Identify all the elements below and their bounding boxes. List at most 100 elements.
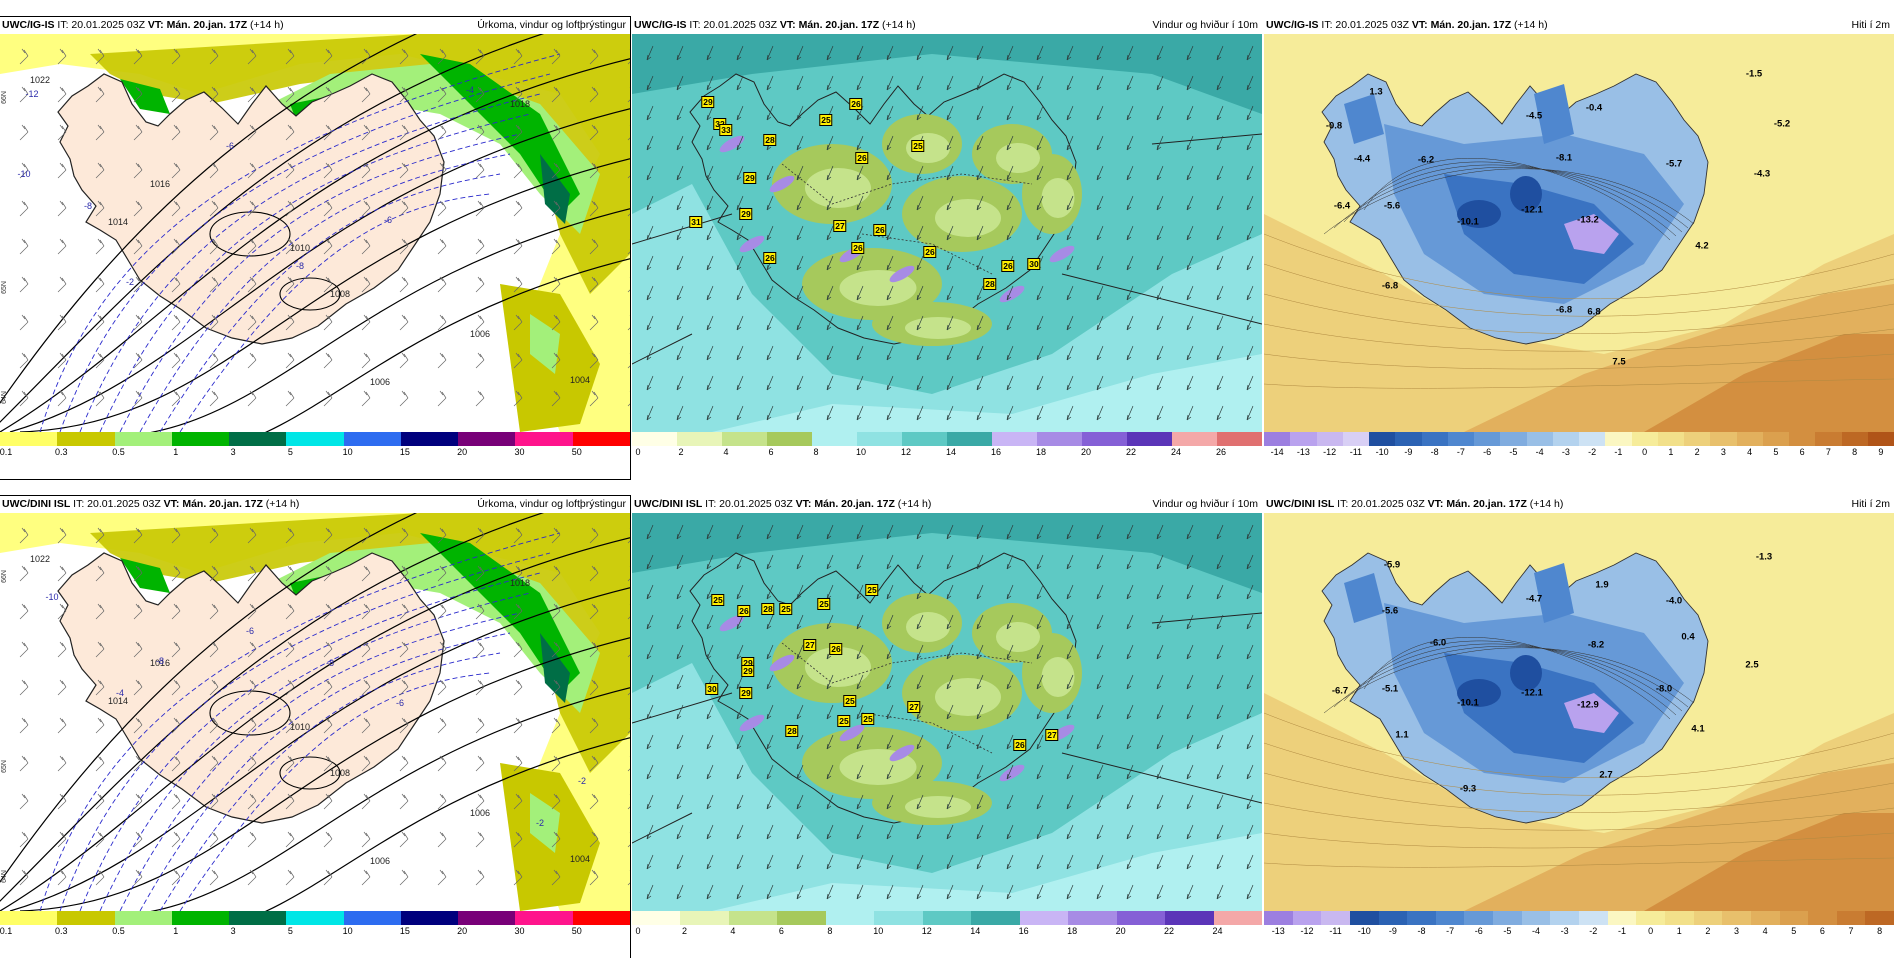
isobar-label: 1022 — [29, 554, 51, 564]
legend-swatch — [922, 911, 972, 925]
temperature-label: -8.1 — [1555, 152, 1573, 164]
temperature-label: 0.4 — [1681, 631, 1695, 643]
legend-swatch — [1213, 911, 1263, 925]
valid-time-label: VT: — [163, 498, 180, 510]
gust-label: 26 — [849, 98, 863, 110]
legend-tick-label: -12 — [1323, 447, 1337, 457]
legend-swatch — [874, 911, 923, 925]
gust-label: 26 — [851, 242, 865, 254]
legend-swatch — [1493, 911, 1522, 925]
gust-label: 30 — [705, 683, 719, 695]
legend-swatch — [1316, 432, 1343, 446]
legend-swatch — [1605, 432, 1632, 446]
legend-tick-label: 12 — [900, 447, 912, 457]
temperature-label: -6.2 — [1417, 154, 1435, 166]
legend-swatch — [1693, 911, 1723, 925]
legend-tick-label: 4 — [1762, 926, 1768, 936]
legend-swatch — [1607, 911, 1637, 925]
dini-wind-panel: UWC/DINI ISL IT: 20.01.2025 03Z VT: Mán.… — [632, 496, 1263, 958]
temperature-label: 2.7 — [1599, 769, 1613, 781]
legend-swatch — [1037, 432, 1082, 446]
temperature-label: -6.4 — [1333, 200, 1351, 212]
gust-label: 26 — [1001, 260, 1015, 272]
model-name: UWC/IG-IS — [2, 19, 55, 31]
legend-tick-label: 8 — [813, 447, 819, 457]
gust-label: 29 — [739, 208, 753, 220]
panel-header: UWC/DINI ISL IT: 20.01.2025 03Z VT: Mán.… — [632, 496, 1262, 513]
model-name: UWC/DINI ISL — [634, 498, 703, 510]
legend-ticks: 0.1 0.3 0.5 1 3 5 10 15 20 30 50 — [0, 925, 630, 939]
gust-label: 29 — [701, 96, 715, 108]
legend-tick-label: 50 — [571, 926, 582, 936]
panel-header: UWC/IG-IS IT: 20.01.2025 03Z VT: Mán. 20… — [632, 17, 1262, 34]
temperature-label: -0.8 — [1325, 120, 1343, 132]
model-name: UWC/DINI ISL — [1266, 498, 1335, 510]
legend-swatch — [1349, 911, 1379, 925]
legend-swatch — [1019, 911, 1069, 925]
legend-tick-label: 3 — [230, 447, 236, 457]
temperature-label: -5.2 — [1773, 118, 1791, 130]
legend-tick-label: -11 — [1329, 926, 1342, 936]
valid-time: Mán. 20.jan. 17Z — [166, 19, 248, 31]
weather-map: -1.5 1.3 -4.5 -0.4 -0.8 -5.2 -4.4 -6.2 -8.1 -5.7 -… — [1264, 34, 1894, 432]
dini-precip-panel: UWC/DINI ISL IT: 20.01.2025 03Z VT: Mán.… — [0, 495, 631, 958]
legend-tick-label: 0.3 — [55, 447, 68, 457]
legend-swatch — [728, 911, 778, 925]
legend-swatch — [722, 432, 767, 446]
legend-swatch — [1068, 911, 1117, 925]
isobar-label: 1004 — [569, 854, 591, 864]
legend-tick-label: 2 — [1705, 926, 1711, 936]
isotherm-label: -2 — [535, 818, 545, 828]
isotherm-label: -8 — [325, 658, 335, 668]
legend-tick-label: 6 — [778, 926, 784, 936]
gust-label: 27 — [833, 220, 847, 232]
model-name: UWC/IG-IS — [1266, 19, 1319, 31]
legend-tick-label: -11 — [1349, 447, 1363, 457]
legend-tick-label: 18 — [1035, 447, 1047, 457]
legend-tick-label: 18 — [1067, 926, 1078, 936]
legend-swatch — [343, 432, 401, 446]
legend-tick-label: 7 — [1825, 447, 1831, 457]
temperature-label: -6.8 — [1381, 280, 1399, 292]
gust-label: 29 — [741, 665, 755, 677]
legend-swatch — [1664, 911, 1694, 925]
valid-time: Mán. 20.jan. 17Z — [1430, 19, 1512, 31]
legend-tick-label: 6 — [768, 447, 774, 457]
temperature-label: -0.4 — [1585, 102, 1603, 114]
igis-wind-panel: UWC/IG-IS IT: 20.01.2025 03Z VT: Mán. 20… — [632, 17, 1262, 479]
legend-tick-label: 3 — [230, 926, 236, 936]
init-time: IT: 20.01.2025 03Z — [57, 19, 145, 31]
color-legend — [0, 911, 630, 925]
init-time: IT: 20.01.2025 03Z — [689, 19, 777, 31]
isotherm-label: -2 — [577, 776, 587, 786]
temperature-label: 4.2 — [1695, 240, 1709, 252]
legend-tick-label: -8 — [1430, 447, 1439, 457]
legend-tick-label: 7 — [1848, 926, 1854, 936]
legend-swatch — [1526, 432, 1553, 446]
isobar-label: 1006 — [469, 329, 491, 339]
legend-swatch — [1342, 432, 1369, 446]
model-name: UWC/DINI ISL — [2, 498, 71, 510]
legend-tick-label: 4 — [1747, 447, 1753, 457]
temperature-label: 7.5 — [1612, 356, 1626, 368]
temperature-label: -4.0 — [1665, 595, 1683, 607]
legend-tick-label: 0.1 — [0, 926, 13, 936]
color-legend — [0, 432, 630, 446]
legend-swatch — [1789, 432, 1816, 446]
gust-label: 26 — [1013, 739, 1027, 751]
legend-swatch — [992, 432, 1037, 446]
legend-tick-label: 24 — [1212, 926, 1223, 936]
legend-swatch — [1264, 432, 1291, 446]
legend-tick-label: 3 — [1720, 447, 1726, 457]
isobar-label: 1006 — [469, 808, 491, 818]
gust-label: 31 — [689, 216, 703, 228]
color-legend — [1264, 911, 1895, 925]
legend-swatch — [857, 432, 902, 446]
run-info: UWC/DINI ISL IT: 20.01.2025 03Z VT: Mán.… — [1266, 496, 1563, 513]
legend-swatch — [1865, 911, 1895, 925]
temperature-label: -4.5 — [1525, 110, 1543, 122]
legend-swatch — [0, 911, 58, 925]
legend-tick-label: -4 — [1532, 926, 1541, 936]
lead-time: (+14 h) — [882, 19, 916, 31]
legend-tick-label: 24 — [1170, 447, 1182, 457]
